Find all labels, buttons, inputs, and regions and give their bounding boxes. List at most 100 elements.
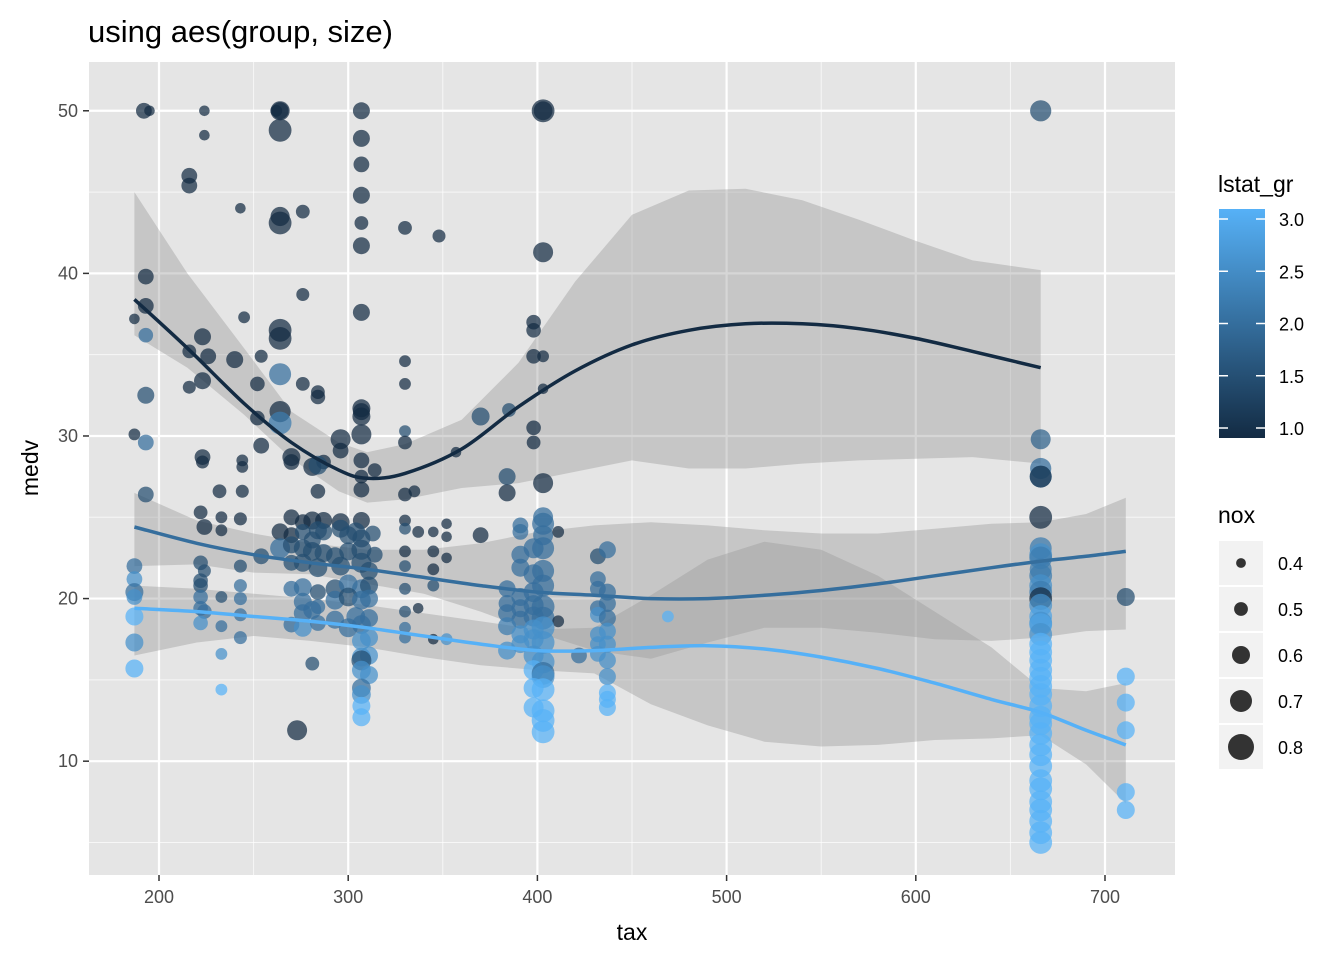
data-point (235, 484, 249, 498)
data-point (137, 386, 155, 404)
data-point (254, 349, 268, 363)
data-point (310, 584, 326, 600)
data-point (293, 578, 312, 597)
data-point (498, 484, 516, 502)
data-point (533, 101, 553, 121)
data-point (352, 303, 370, 321)
x-tick-label: 300 (333, 887, 363, 907)
data-point (250, 410, 265, 426)
data-point (233, 512, 247, 526)
data-point (598, 622, 616, 640)
data-point (137, 486, 154, 503)
data-point (366, 546, 383, 563)
data-point (182, 380, 196, 394)
data-point (181, 177, 198, 194)
data-point (215, 511, 228, 524)
grid-lines (89, 62, 1175, 875)
data-point (296, 288, 310, 301)
color-legend-label: 2.5 (1279, 262, 1304, 282)
data-point (138, 327, 154, 343)
data-point (196, 519, 213, 535)
color-legend-title: lstat_gr (1218, 171, 1294, 197)
data-point (212, 484, 227, 499)
data-point (233, 559, 247, 573)
data-point (305, 656, 320, 671)
x-tick-label: 500 (712, 887, 742, 907)
data-point (1116, 801, 1135, 819)
data-point (526, 420, 541, 436)
data-point (441, 518, 452, 530)
confidence-ribbon (134, 188, 1041, 503)
data-point (427, 579, 440, 592)
data-point (427, 545, 440, 558)
data-point (598, 609, 616, 627)
data-point (1030, 100, 1052, 122)
data-point (194, 372, 211, 390)
data-point (412, 526, 425, 538)
data-point (126, 589, 143, 605)
data-point (441, 552, 452, 564)
x-axis-label: tax (617, 919, 648, 945)
data-point (532, 537, 555, 560)
data-point (293, 618, 312, 637)
data-point (399, 605, 411, 618)
x-tick-label: 600 (901, 887, 931, 907)
data-point (215, 683, 228, 696)
data-point (215, 591, 228, 603)
data-point (268, 118, 292, 142)
data-point (235, 203, 246, 214)
data-point (315, 523, 333, 541)
data-point (129, 313, 140, 325)
data-point (364, 525, 381, 542)
smooth-line (133, 298, 1042, 481)
data-point (1116, 693, 1135, 712)
data-point (598, 668, 616, 686)
data-point (1029, 465, 1052, 488)
size-legend-label: 0.4 (1278, 554, 1303, 574)
data-point (408, 485, 421, 498)
data-point (353, 156, 370, 173)
color-legend: lstat_gr 1.0 1.5 2.0 2.5 3.0 (1218, 171, 1304, 439)
data-point (526, 349, 541, 364)
data-point (502, 403, 516, 417)
color-legend-label: 1.0 (1279, 419, 1304, 439)
y-axis-label: medv (17, 439, 43, 496)
data-point (238, 311, 251, 324)
data-point (144, 105, 155, 117)
data-point (268, 211, 292, 235)
smooth-line (134, 606, 1127, 747)
data-point (441, 531, 452, 543)
size-legend-label: 0.7 (1278, 692, 1303, 712)
data-point (598, 699, 616, 716)
data-point (399, 582, 411, 595)
data-point (432, 229, 446, 243)
data-point (352, 186, 370, 204)
data-point (303, 601, 322, 619)
size-legend-label: 0.5 (1278, 600, 1303, 620)
size-legend-label: 0.8 (1278, 738, 1303, 758)
data-point (1116, 783, 1135, 802)
data-point (662, 610, 674, 623)
data-point (253, 437, 270, 454)
data-point (1116, 721, 1135, 740)
size-legend-dot (1232, 646, 1250, 664)
data-point (399, 355, 411, 368)
y-tick-label: 40 (58, 263, 78, 283)
data-point (526, 435, 541, 450)
data-point (200, 348, 217, 365)
confidence-ribbon (134, 492, 1126, 659)
data-point (215, 648, 228, 660)
data-point (287, 720, 308, 741)
data-points (125, 99, 1135, 854)
data-point (330, 429, 351, 450)
size-legend: nox 0.4 0.5 0.6 0.7 0.8 (1218, 502, 1303, 769)
data-point (353, 452, 370, 469)
data-point (351, 424, 372, 445)
data-point (137, 298, 154, 314)
data-point (399, 425, 411, 437)
size-legend-dot (1228, 734, 1254, 760)
data-point (360, 628, 378, 647)
data-point (399, 621, 411, 634)
data-point (268, 411, 292, 435)
data-point (498, 468, 516, 486)
